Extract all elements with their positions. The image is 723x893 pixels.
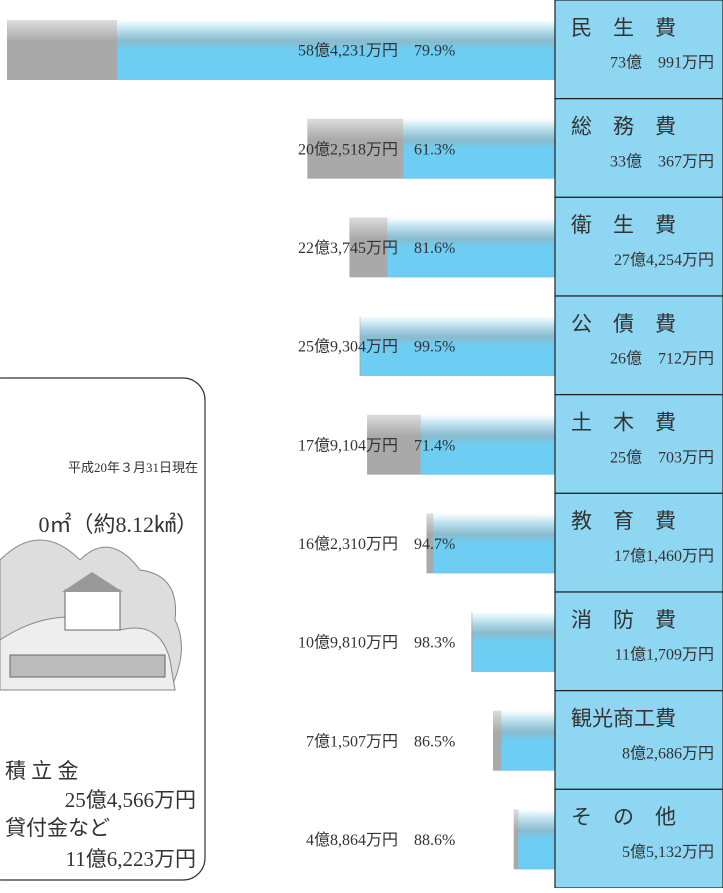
spent-bar <box>473 612 555 672</box>
spent-label: 20億2,518万円 <box>298 140 398 158</box>
panel-area: 0㎡（約8.12㎢） <box>38 512 198 537</box>
rate-label: 94.7% <box>414 536 455 553</box>
budget-label: 25億 703万円 <box>610 448 714 466</box>
category-box <box>555 197 723 296</box>
category-box <box>555 0 723 99</box>
category-box <box>555 691 723 790</box>
spent-label: 17億9,104万円 <box>298 436 398 454</box>
fund-value: 25億4,566万円 <box>65 788 196 812</box>
spent-label: 4億8,864万円 <box>306 831 398 849</box>
category-name: 総 務 費 <box>571 114 676 138</box>
rate-label: 71.4% <box>414 437 455 454</box>
budget-label: 8億2,686万円 <box>622 744 714 762</box>
spent-bar <box>518 809 555 869</box>
rate-label: 61.3% <box>414 141 455 158</box>
rate-label: 79.9% <box>414 43 455 60</box>
category-name: 消 防 費 <box>571 608 676 632</box>
fund-title: 積 立 金 <box>5 759 79 783</box>
budget-label: 17億1,460万円 <box>614 547 714 565</box>
category-name: そ の 他 <box>571 805 676 829</box>
loan-title: 貸付金など <box>5 816 110 840</box>
category-box <box>555 789 723 888</box>
category-name: 観光商工費 <box>571 706 676 730</box>
category-name: 民 生 費 <box>571 16 676 40</box>
budget-label: 11億1,709万円 <box>615 646 714 664</box>
category-name: 公 債 費 <box>571 312 676 336</box>
category-name: 教 育 費 <box>571 509 676 533</box>
category-box <box>555 592 723 691</box>
category-box <box>555 493 723 592</box>
rate-label: 88.6% <box>414 832 455 849</box>
category-box <box>555 395 723 494</box>
category-name: 衛 生 費 <box>571 213 676 237</box>
info-panel: 平成20年３月31日現在 0㎡（約8.12㎢） 積 立 金 25億4,566万円… <box>0 378 205 880</box>
category-box <box>555 99 723 198</box>
budget-label: 26億 712万円 <box>610 350 714 368</box>
budget-label: 33億 367万円 <box>610 152 714 170</box>
page: 平成20年３月31日現在 0㎡（約8.12㎢） 積 立 金 25億4,566万円… <box>0 0 723 888</box>
rate-label: 86.5% <box>414 733 455 750</box>
budget-label: 73億 991万円 <box>610 54 714 72</box>
spent-label: 25億9,304万円 <box>298 338 398 356</box>
chart: 平成20年３月31日現在 0㎡（約8.12㎢） 積 立 金 25億4,566万円… <box>0 0 723 888</box>
spent-bar <box>387 217 555 277</box>
rate-label: 98.3% <box>414 635 455 652</box>
spent-label: 22億3,745万円 <box>298 239 398 257</box>
category-box <box>555 296 723 395</box>
panel-date: 平成20年３月31日現在 <box>68 460 198 475</box>
rate-label: 81.6% <box>414 240 455 257</box>
spent-label: 10億9,810万円 <box>298 634 398 652</box>
category-name: 土 木 費 <box>571 410 676 434</box>
rate-label: 99.5% <box>414 339 455 356</box>
budget-label: 27億4,254万円 <box>614 251 714 269</box>
spent-bar <box>501 711 555 771</box>
loan-value: 11億6,223万円 <box>66 847 196 871</box>
spent-label: 7億1,507万円 <box>306 732 398 750</box>
spent-label: 16億2,310万円 <box>298 535 398 553</box>
budget-label: 5億5,132万円 <box>622 843 714 861</box>
spent-label: 58億4,231万円 <box>298 42 398 60</box>
